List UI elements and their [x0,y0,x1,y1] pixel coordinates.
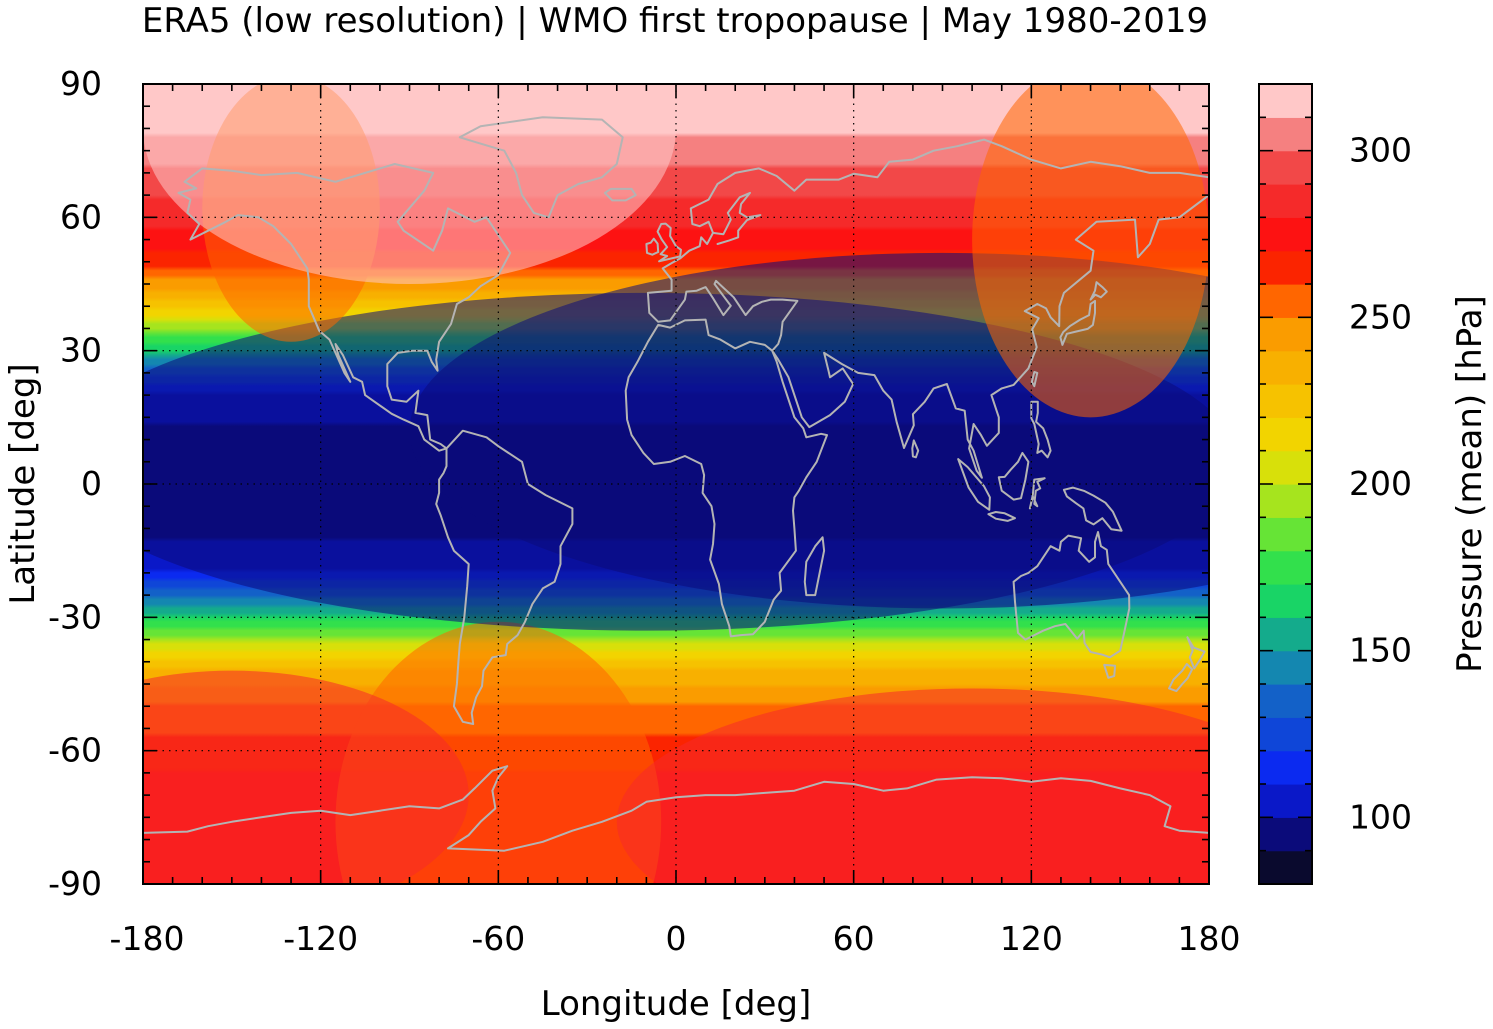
colorbar-segment [1259,550,1312,585]
colorbar-segment [1259,617,1312,652]
coastline [1059,299,1096,346]
coastline [656,222,682,263]
colorbar-tick-labels: 100 150 200 250 300 [1349,131,1412,837]
coastline [957,458,991,511]
y-tick-label: -60 [48,731,102,770]
y-tick-labels: 90 60 30 0 -30 -60 -90 [48,64,102,903]
anomaly-region [143,670,469,884]
coastline [911,439,920,459]
coastline [177,163,512,452]
x-tick-label: -180 [110,919,185,958]
colorbar-ticks [1259,83,1312,885]
colorbar-segment [1259,284,1312,318]
colorbar-segment [1259,784,1312,818]
colorbar-segment [1259,217,1312,252]
colorbar-segment [1259,817,1312,852]
coastline [458,116,624,219]
colorbar-tick-label: 100 [1349,797,1412,836]
colorbar-segment [1259,184,1312,218]
anomaly-region [409,252,1209,609]
colorbar-segment [1259,584,1312,618]
coastline [997,451,1030,501]
colorbar-segment [1259,717,1312,752]
coastline [1030,371,1039,388]
grid-lines [143,84,1209,884]
chart-title: ERA5 (low resolution) | WMO first tropop… [142,1,1208,41]
colorbar-segment [1259,350,1312,385]
coastline [1186,636,1206,670]
colorbar-segment [1259,384,1312,418]
colorbar-segment [1259,250,1312,285]
y-tick-label: -30 [48,597,102,636]
axis-ticks [142,83,1210,885]
coastline [1030,400,1052,459]
anomaly-region [972,84,1209,418]
x-tick-label: -60 [471,919,525,958]
colorbar-tick-label: 150 [1349,631,1412,670]
x-tick-label: -120 [283,919,358,958]
y-axis-label: Latitude [deg] [3,363,43,604]
x-tick-label: 120 [1000,919,1063,958]
y-tick-label: 90 [60,64,102,103]
colorbar-segment [1259,750,1312,785]
x-tick-labels: -180 -120 -60 0 60 120 180 [110,919,1241,958]
coastline [987,511,1016,522]
x-tick-label: 60 [833,919,875,958]
coastline [803,536,826,597]
colorbar-segment [1259,850,1312,885]
coastline [712,191,762,245]
coastline [435,429,574,725]
colorbar-segment [1259,450,1312,485]
coastline [1168,663,1194,693]
x-tick-label: 180 [1178,919,1241,958]
colorbar-segment [1259,484,1312,518]
x-axis-label: Longitude [deg] [541,984,812,1024]
y-tick-label: 60 [60,197,102,236]
coastline [624,318,828,638]
colorbar-segment [1259,517,1312,552]
colorbar [1259,84,1312,885]
coastline [1012,531,1131,659]
colorbar-label: Pressure (mean) [hPa] [1450,295,1490,673]
coastline [645,237,660,256]
coastline [1028,477,1046,510]
colorbar-tick-label: 250 [1349,297,1412,336]
coastline [1089,281,1108,301]
colorbar-tick-label: 200 [1349,464,1412,503]
colorbar-tick-label: 300 [1349,131,1412,170]
coastline [646,138,1209,479]
y-tick-label: 30 [60,331,102,370]
coastline [1103,663,1117,679]
x-tick-label: 0 [666,919,687,958]
y-tick-label: -90 [48,864,102,903]
colorbar-segment [1259,650,1312,685]
anomaly-region [143,84,676,284]
coastline [1062,486,1123,532]
colorbar-segment [1259,317,1312,352]
colorbar-segment [1259,417,1312,452]
anomaly-region [616,688,1209,884]
coastline [143,765,1209,852]
colorbar-segment [1259,150,1312,185]
colorbar-segment [1259,684,1312,718]
y-tick-label: 0 [81,464,102,503]
colorbar-segment [1259,117,1312,152]
coastline [603,187,637,202]
coastlines [143,116,1209,852]
colorbar-segment [1259,84,1312,118]
